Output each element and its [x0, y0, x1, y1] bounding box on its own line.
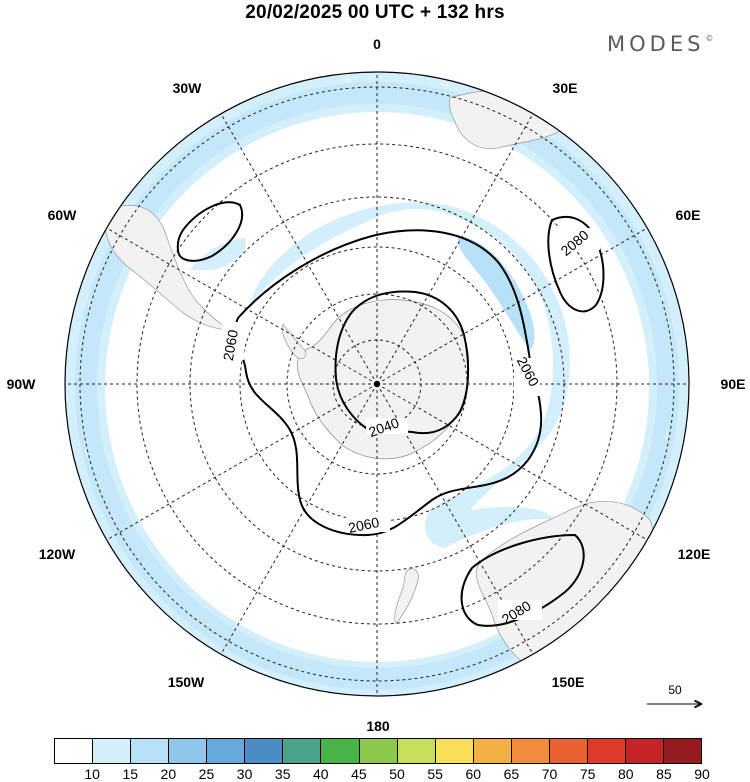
- colorbar-swatch: [131, 739, 170, 763]
- colorbar-tick-label: 80: [617, 766, 634, 782]
- colorbar-tick-label: 40: [313, 766, 329, 782]
- colorbar-swatch: [93, 739, 132, 763]
- colorbar-tick-label: 70: [541, 766, 558, 782]
- colorbar: [54, 738, 702, 764]
- colorbar-tick-label: 90: [694, 766, 710, 782]
- colorbar-swatch: [321, 739, 360, 763]
- reference-vector-label: 50: [668, 683, 682, 697]
- lon-label-180: 180: [366, 718, 390, 734]
- contour-2040: [334, 290, 470, 435]
- colorbar-swatch: [359, 739, 398, 763]
- colorbar-tick-label: 60: [465, 766, 482, 782]
- lon-label-150w: 150W: [168, 674, 205, 690]
- colorbar-swatch: [625, 739, 664, 763]
- lon-label-150e: 150E: [552, 674, 585, 690]
- colorbar-swatch: [473, 739, 512, 763]
- colorbar-tick-label: 15: [122, 766, 139, 782]
- reference-vector: 50: [647, 683, 704, 709]
- land-antarctica: [296, 299, 470, 460]
- lon-label-90w: 90W: [7, 376, 37, 392]
- wind-band-west: [190, 238, 246, 270]
- contour-label: 2060: [347, 514, 381, 536]
- colorbar-swatch: [55, 739, 94, 763]
- longitude-labels: 0 30E 60E 90E 120E 150E 180 150W 120W 90…: [7, 36, 746, 734]
- lon-label-30w: 30W: [173, 80, 203, 96]
- colorbar-tick-label: 65: [503, 766, 520, 782]
- colorbar-tick-label: 55: [427, 766, 443, 782]
- colorbar-tick-label: 85: [656, 766, 672, 782]
- modes-logo: MODES©: [607, 32, 713, 56]
- colorbar-swatch: [169, 739, 208, 763]
- contour-2060-main: [234, 229, 543, 537]
- contour-2080-australia: [460, 533, 585, 627]
- colorbar-swatch: [511, 739, 550, 763]
- lon-label-0: 0: [373, 36, 381, 52]
- contour-label: 2060: [220, 328, 241, 362]
- colorbar-tick-label: 45: [351, 766, 367, 782]
- wind-band-jet: [250, 202, 570, 548]
- colorbar-ticks: 10 15 20 25 30 35 40 45 50 55 60 65 70 75 80 85 90: [54, 766, 709, 782]
- wind-band-jet-core: [457, 236, 535, 350]
- polar-map: 2040 2060 2060 2060 2080 2080 0 30E 60E …: [7, 36, 746, 734]
- south-pole-dot: [373, 380, 381, 388]
- colorbar-swatch: [587, 739, 626, 763]
- lon-label-60w: 60W: [48, 207, 78, 223]
- colorbar-swatch: [207, 739, 246, 763]
- colorbar-tick-label: 35: [274, 766, 291, 782]
- lon-label-120e: 120E: [678, 546, 711, 562]
- colorbar-swatch: [435, 739, 474, 763]
- lon-label-30e: 30E: [553, 80, 578, 96]
- colorbar-tick-label: 25: [198, 766, 215, 782]
- colorbar-swatch: [397, 739, 436, 763]
- colorbar-tick-label: 50: [389, 766, 405, 782]
- contour-2080-east: [547, 215, 605, 313]
- colorbar-swatch: [549, 739, 588, 763]
- contours: [176, 201, 605, 627]
- colorbar-tick-label: 20: [160, 766, 177, 782]
- lon-label-90e: 90E: [721, 376, 746, 392]
- map-boundary: [64, 71, 690, 697]
- colorbar-tick-label: 30: [236, 766, 253, 782]
- colorbar-tick-label: 75: [579, 766, 596, 782]
- lon-label-120w: 120W: [39, 546, 76, 562]
- colorbar-swatch: [245, 739, 284, 763]
- logo-text: MODES: [607, 32, 705, 56]
- colorbar-swatch: [283, 739, 322, 763]
- colorbar-tick-label: 10: [84, 766, 100, 782]
- land-new-zealand: [394, 568, 419, 625]
- copyright-mark: ©: [705, 34, 714, 43]
- lon-label-60e: 60E: [676, 207, 701, 223]
- colorbar-swatch: [664, 739, 702, 763]
- contour-2080-west: [176, 201, 243, 262]
- map-title: 20/02/2025 00 UTC + 132 hrs: [245, 2, 505, 23]
